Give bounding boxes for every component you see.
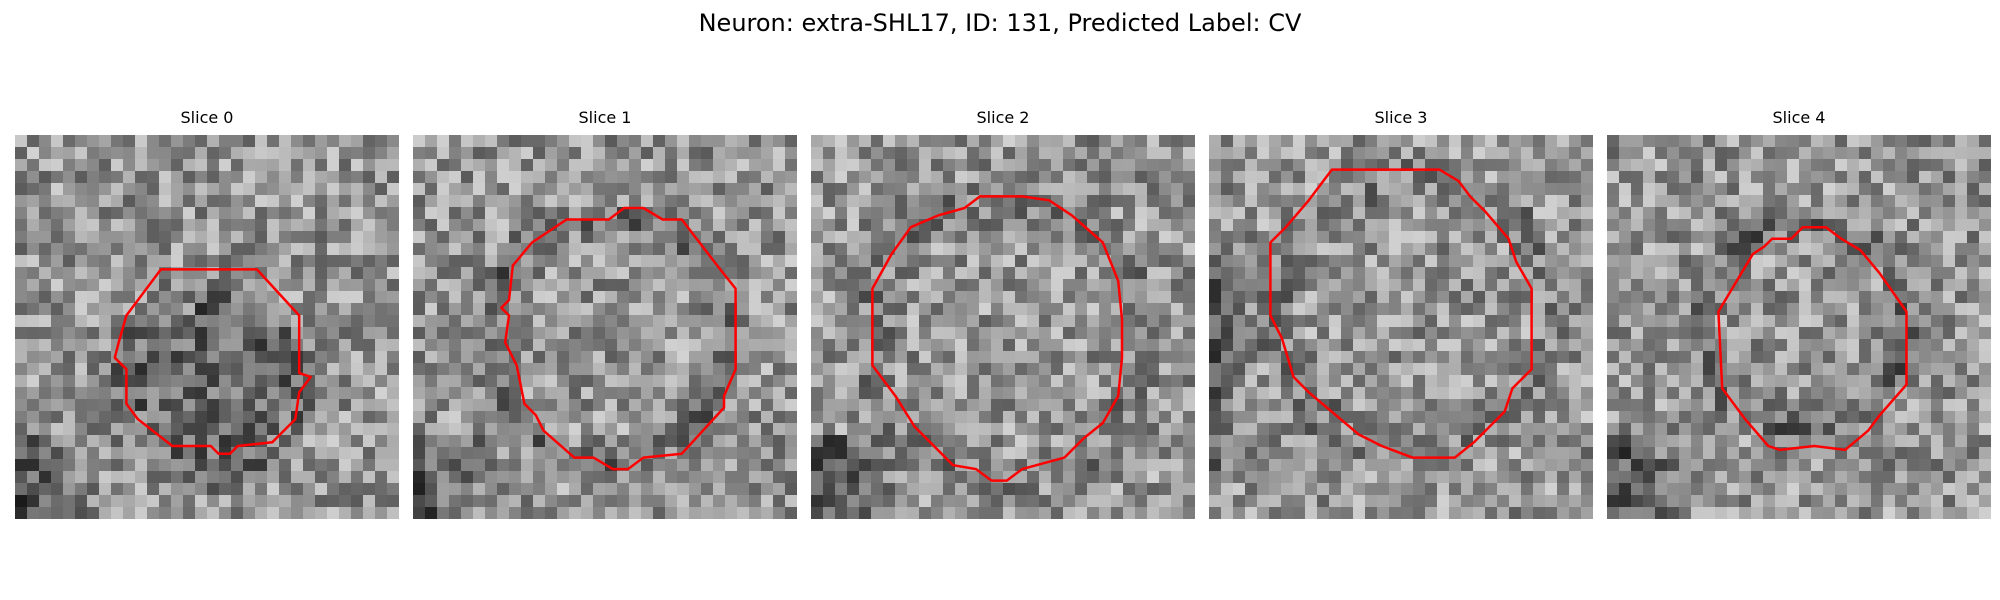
slice-panel-0: Slice 0 (15, 108, 399, 519)
slice-title-2: Slice 2 (976, 108, 1030, 127)
slice-title-0: Slice 0 (180, 108, 234, 127)
slice-title-3: Slice 3 (1374, 108, 1428, 127)
segmentation-contour (500, 206, 737, 471)
micrograph-pixels (1607, 135, 1991, 519)
slice-image-2 (811, 135, 1195, 519)
segmentation-contour (113, 268, 312, 455)
micrograph-pixels (15, 135, 399, 519)
figure-title: Neuron: extra-SHL17, ID: 131, Predicted … (698, 9, 1302, 37)
slice-panel-1: Slice 1 (413, 108, 797, 519)
segmentation-contour (1269, 168, 1533, 459)
slice-panel-4: Slice 4 (1607, 108, 1991, 519)
segmentation-contour (1717, 225, 1908, 452)
slice-image-0 (15, 135, 399, 519)
slice-panel-3: Slice 3 (1209, 108, 1593, 519)
slice-image-3 (1209, 135, 1593, 519)
slice-panel-2: Slice 2 (811, 108, 1195, 519)
slice-image-1 (413, 135, 797, 519)
micrograph-pixels (811, 135, 1195, 519)
slice-title-4: Slice 4 (1772, 108, 1826, 127)
micrograph-pixels (1209, 135, 1593, 519)
micrograph-pixels (413, 135, 797, 519)
slice-image-4 (1607, 135, 1991, 519)
slice-title-1: Slice 1 (578, 108, 632, 127)
segmentation-contour (871, 195, 1124, 482)
